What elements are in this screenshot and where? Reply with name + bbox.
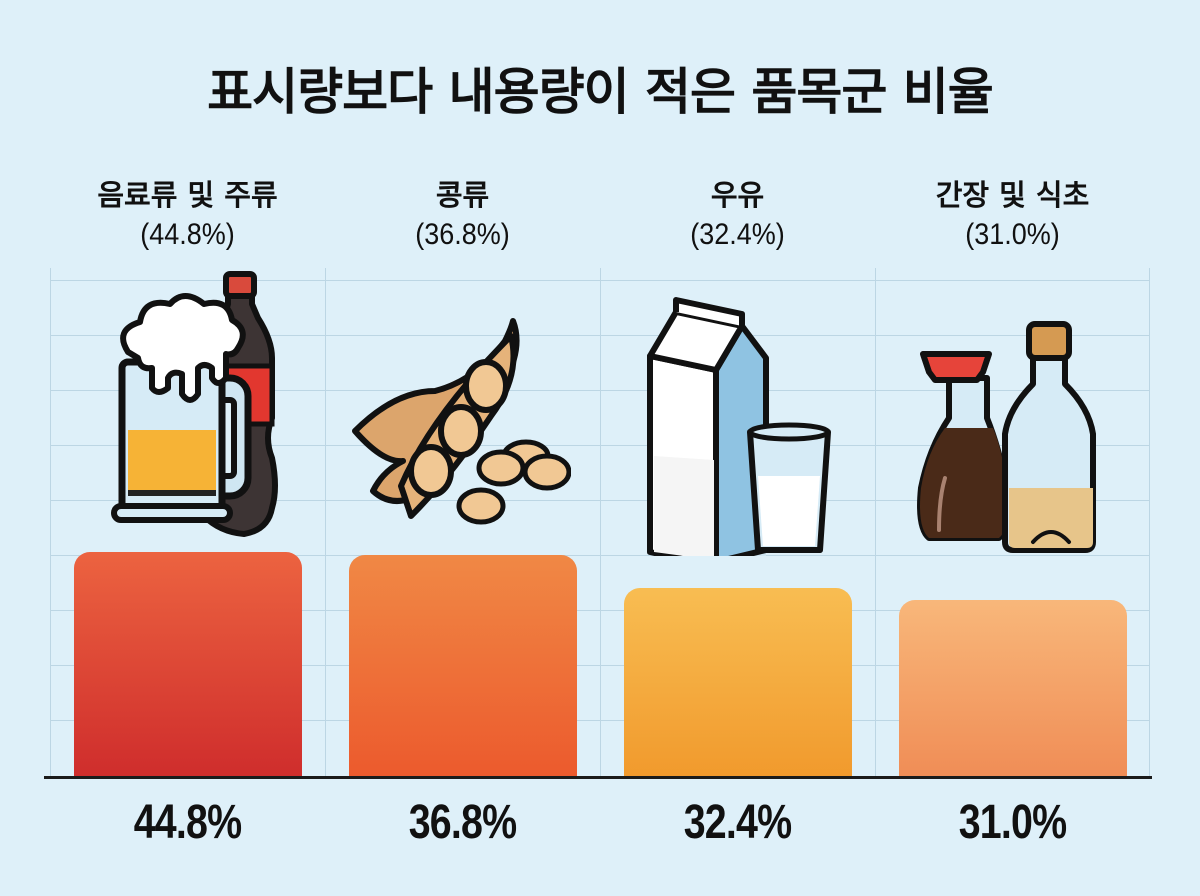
category-label: 음료류 및 주류 (97, 178, 278, 212)
category-label: 우유 (710, 178, 765, 212)
bar-soy-sauce-vinegar (899, 600, 1127, 777)
category-column-soy-sauce-vinegar: 간장 및 식초 (31.0%) 31.0% (875, 0, 1150, 896)
milk-carton-and-glass-icon (647, 297, 831, 556)
bar-value-label: 32.4% (683, 796, 792, 849)
category-percent: (32.4%) (690, 218, 785, 251)
bar-beverages (74, 552, 302, 777)
soybean-pod-icon (352, 318, 571, 525)
category-label: 간장 및 식초 (935, 178, 1090, 212)
category-percent: (36.8%) (415, 218, 510, 251)
category-column-beverages: 음료류 및 주류 (44.8%) 44.8% (50, 0, 325, 896)
chart-title: 표시량보다 내용량이 적은 품목군 비율 (207, 63, 994, 121)
category-percent: (44.8%) (140, 218, 235, 251)
bar-milk (624, 588, 852, 777)
category-percent: (31.0%) (965, 218, 1060, 251)
x-axis-baseline (44, 776, 1152, 779)
soy-sauce-and-vinegar-bottles-icon (917, 321, 1096, 553)
bar-soybeans (349, 555, 577, 777)
category-column-soybeans: 콩류 (36.8%) 36.8% (325, 0, 600, 896)
category-label: 콩류 (435, 178, 490, 212)
chart-grid (50, 268, 1150, 778)
bar-value-label: 36.8% (408, 796, 517, 849)
bar-value-label: 44.8% (133, 796, 242, 849)
category-column-milk: 우유 (32.4%) 32.4% (600, 0, 875, 896)
beer-mug-and-cola-bottle-icon (111, 271, 278, 537)
bar-value-label: 31.0% (958, 796, 1067, 849)
